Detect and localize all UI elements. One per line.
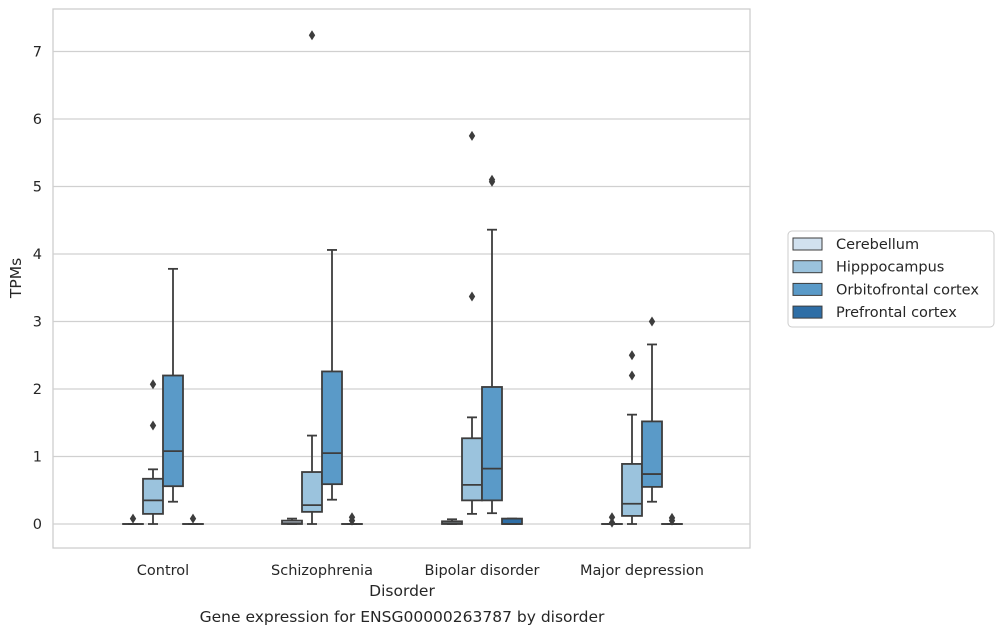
x-tick-labels: Control Schizophrenia Bipolar disorder Majo…	[137, 563, 704, 579]
outlier-point	[628, 350, 636, 361]
x-tick-label: Major depression	[580, 563, 704, 579]
series-prefrontal-cortex	[182, 512, 683, 526]
box	[441, 518, 463, 525]
legend-swatch	[792, 305, 823, 319]
y-tick-label: 5	[33, 180, 42, 196]
series-cerebellum	[122, 512, 623, 528]
box-body	[461, 437, 483, 502]
outlier-point	[608, 512, 616, 523]
outlier-point	[149, 379, 157, 390]
box-series	[122, 30, 683, 528]
box	[162, 267, 184, 503]
box	[301, 30, 323, 525]
outlier-point	[648, 316, 656, 327]
box-body	[162, 374, 184, 488]
y-tick-label: 7	[33, 45, 42, 61]
outlier-point	[628, 370, 636, 381]
chart-caption: Gene expression for ENSG00000263787 by d…	[200, 608, 605, 626]
outlier-point	[608, 517, 616, 528]
legend-swatch	[792, 237, 823, 251]
box	[601, 512, 623, 528]
y-tick-label: 3	[33, 315, 42, 331]
box-body	[641, 420, 663, 488]
series-orbitofrontal-cortex	[162, 174, 663, 515]
x-tick-label: Bipolar disorder	[425, 563, 540, 579]
y-tick-label: 6	[33, 112, 42, 128]
series-hipppocampus	[142, 30, 643, 525]
box-body	[481, 386, 503, 502]
outlier-point	[129, 513, 137, 524]
x-tick-label: Control	[137, 563, 189, 579]
y-tick-label: 1	[33, 450, 42, 466]
x-tick-label: Schizophrenia	[271, 563, 373, 579]
outlier-point	[189, 513, 197, 524]
legend-label: Cerebellum	[836, 237, 919, 253]
legend-label: Hipppocampus	[836, 260, 944, 276]
legend-swatch	[792, 282, 823, 296]
outlier-point	[149, 420, 157, 431]
box	[481, 174, 503, 515]
box-body	[142, 477, 164, 515]
x-axis-label: Disorder	[369, 582, 435, 600]
y-tick-label: 0	[33, 517, 42, 533]
legend-label: Prefrontal cortex	[836, 305, 957, 321]
box-body	[321, 370, 343, 486]
legend: Cerebellum Hipppocampus Orbitofrontal cort…	[787, 230, 995, 328]
legend-swatch	[792, 260, 823, 274]
y-tick-label: 4	[33, 247, 42, 263]
y-tick-label: 2	[33, 382, 42, 398]
box	[122, 513, 144, 525]
box	[182, 513, 204, 525]
y-axis-label: TPMs	[7, 258, 25, 299]
outlier-point	[668, 512, 676, 523]
box	[142, 379, 164, 525]
legend-frame	[787, 230, 995, 328]
outlier-point	[468, 130, 476, 141]
outlier-point	[468, 291, 476, 302]
legend-label: Orbitofrontal cortex	[836, 282, 979, 298]
outlier-point	[308, 30, 316, 41]
box	[621, 350, 643, 525]
box	[281, 517, 303, 525]
box	[321, 249, 343, 501]
box	[341, 512, 363, 526]
box	[501, 517, 523, 525]
box-body	[621, 463, 643, 517]
outlier-point	[488, 174, 496, 185]
outlier-point	[348, 512, 356, 523]
box-body	[301, 471, 323, 513]
box	[661, 512, 683, 526]
box	[641, 316, 663, 503]
y-tick-labels: 0 1 2 3 4 5 6 7	[33, 45, 42, 534]
